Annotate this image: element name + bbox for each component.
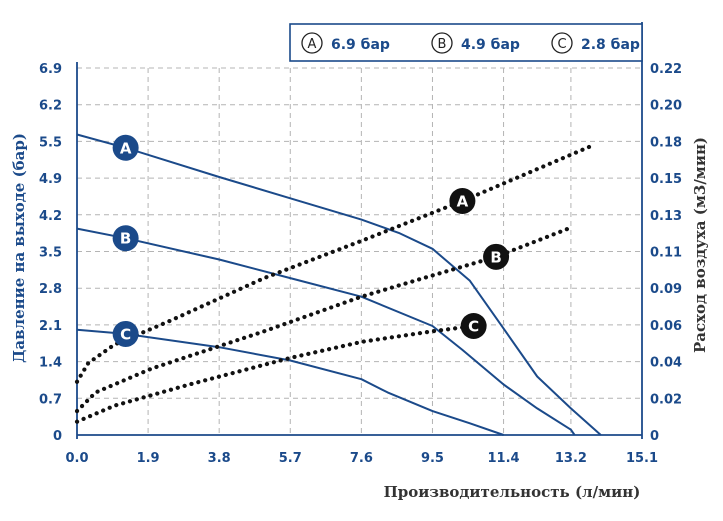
- x-tick-label-1: 1.9: [137, 451, 160, 466]
- y-right-tick-label-2: 0.04: [650, 356, 682, 371]
- pressure-marker-c-circle: [112, 320, 139, 347]
- y-left-tick-label-1: 0.7: [39, 392, 62, 407]
- pressure-line-a: [76, 133, 602, 436]
- y-left-tick-label-9: 6.2: [39, 99, 62, 114]
- airflow-marker-c: C: [460, 312, 487, 339]
- x-tick-label-0: 0.0: [65, 451, 88, 466]
- pressure-marker-a-letter: A: [120, 139, 132, 157]
- axes: [76, 22, 643, 439]
- pressure-marker-b-letter: B: [120, 230, 131, 248]
- airflow-marker-b: B: [483, 243, 510, 270]
- y-left-tick-label-7: 4.9: [39, 172, 62, 187]
- legend-box: [289, 23, 643, 62]
- airflow-marker-c-letter: C: [468, 317, 479, 335]
- y-left-tick-label-8: 5.5: [39, 135, 62, 150]
- airflow-marker-a: A: [449, 187, 476, 214]
- right-y-axis-ticks: 0 0.02 0.04 0.06 0.09 0.11 0.13 0.15 0.18 0.20 0.2…: [650, 62, 682, 444]
- series-markers: A B C A B C: [112, 134, 510, 347]
- airflow-marker-b-letter: B: [490, 248, 501, 266]
- x-tick-label-8: 15.1: [626, 451, 658, 466]
- legend-label-b: 4.9 бар: [461, 37, 520, 53]
- y-left-tick-label-0: 0: [53, 429, 62, 444]
- pressure-line-c: [76, 328, 504, 436]
- pressure-marker-a: A: [112, 134, 139, 161]
- y-right-tick-label-9: 0.20: [650, 99, 682, 114]
- airflow-marker-b-circle: [483, 243, 510, 270]
- y-right-tick-label-6: 0.13: [650, 209, 682, 224]
- y-right-tick-label-5: 0.11: [650, 246, 682, 261]
- y-left-tick-label-2: 1.4: [39, 356, 62, 371]
- x-axis-title: Производительность (л/мин): [384, 483, 641, 501]
- y-right-tick-label-1: 0.02: [650, 392, 682, 407]
- pressure-marker-c: C: [112, 320, 139, 347]
- airflow-marker-a-circle: [449, 187, 476, 214]
- y-left-tick-label-4: 2.8: [39, 282, 62, 297]
- legend-marker-c: [551, 32, 573, 54]
- left-y-axis-title: Давление на выходе (бар): [10, 133, 28, 363]
- legend-marker-letter-a: A: [308, 37, 317, 52]
- series-group: [74, 133, 602, 436]
- x-tick-label-3: 5.7: [279, 451, 302, 466]
- legend-label-c: 2.8 бар: [581, 37, 640, 53]
- airflow-line-a: [74, 143, 596, 384]
- y-left-tick-label-3: 2.1: [39, 319, 62, 334]
- legend-item-b: B 4.9 бар: [431, 32, 520, 54]
- right-y-axis-title: Расход воздуха (м3/мин): [691, 137, 709, 353]
- legend-marker-a: [301, 32, 323, 54]
- y-right-tick-label-4: 0.09: [650, 282, 682, 297]
- x-axis-ticks: 0.0 1.9 3.8 5.7 7.6 9.5 11.4 13.2 15.1: [65, 451, 658, 466]
- grid-lines: [77, 67, 642, 435]
- legend-marker-letter-b: B: [438, 37, 447, 52]
- y-right-tick-label-8: 0.18: [650, 135, 682, 150]
- y-right-tick-label-7: 0.15: [650, 172, 682, 187]
- y-right-tick-label-3: 0.06: [650, 319, 682, 334]
- airflow-marker-a-letter: A: [457, 192, 469, 210]
- x-tick-label-4: 7.6: [350, 451, 373, 466]
- y-right-tick-label-0: 0: [650, 429, 659, 444]
- legend: A 6.9 бар B 4.9 бар C 2.8 бар: [289, 23, 643, 62]
- y-left-tick-label-6: 4.2: [39, 209, 62, 224]
- airflow-marker-c-circle: [460, 312, 487, 339]
- y-left-tick-label-10: 6.9: [39, 62, 62, 77]
- legend-marker-letter-c: C: [557, 37, 566, 52]
- legend-marker-b: [431, 32, 453, 54]
- legend-item-a: A 6.9 бар: [301, 32, 390, 54]
- pressure-marker-b: B: [112, 225, 139, 252]
- pressure-marker-b-circle: [112, 225, 139, 252]
- y-left-tick-label-5: 3.5: [39, 246, 62, 261]
- x-tick-label-5: 9.5: [421, 451, 444, 466]
- left-y-axis-ticks: 0 0.7 1.4 2.1 2.8 3.5 4.2 4.9 5.5 6.2 6.9: [39, 62, 62, 444]
- x-tick-label-7: 13.2: [555, 451, 587, 466]
- pressure-marker-a-circle: [112, 134, 139, 161]
- legend-item-c: C 2.8 бар: [551, 32, 640, 54]
- legend-label-a: 6.9 бар: [331, 37, 390, 53]
- x-tick-label-6: 11.4: [488, 451, 520, 466]
- airflow-line-c: [74, 323, 476, 424]
- y-right-tick-label-10: 0.22: [650, 62, 682, 77]
- x-tick-label-2: 3.8: [208, 451, 231, 466]
- pressure-line-b: [76, 227, 576, 436]
- pressure-marker-c-letter: C: [120, 325, 131, 343]
